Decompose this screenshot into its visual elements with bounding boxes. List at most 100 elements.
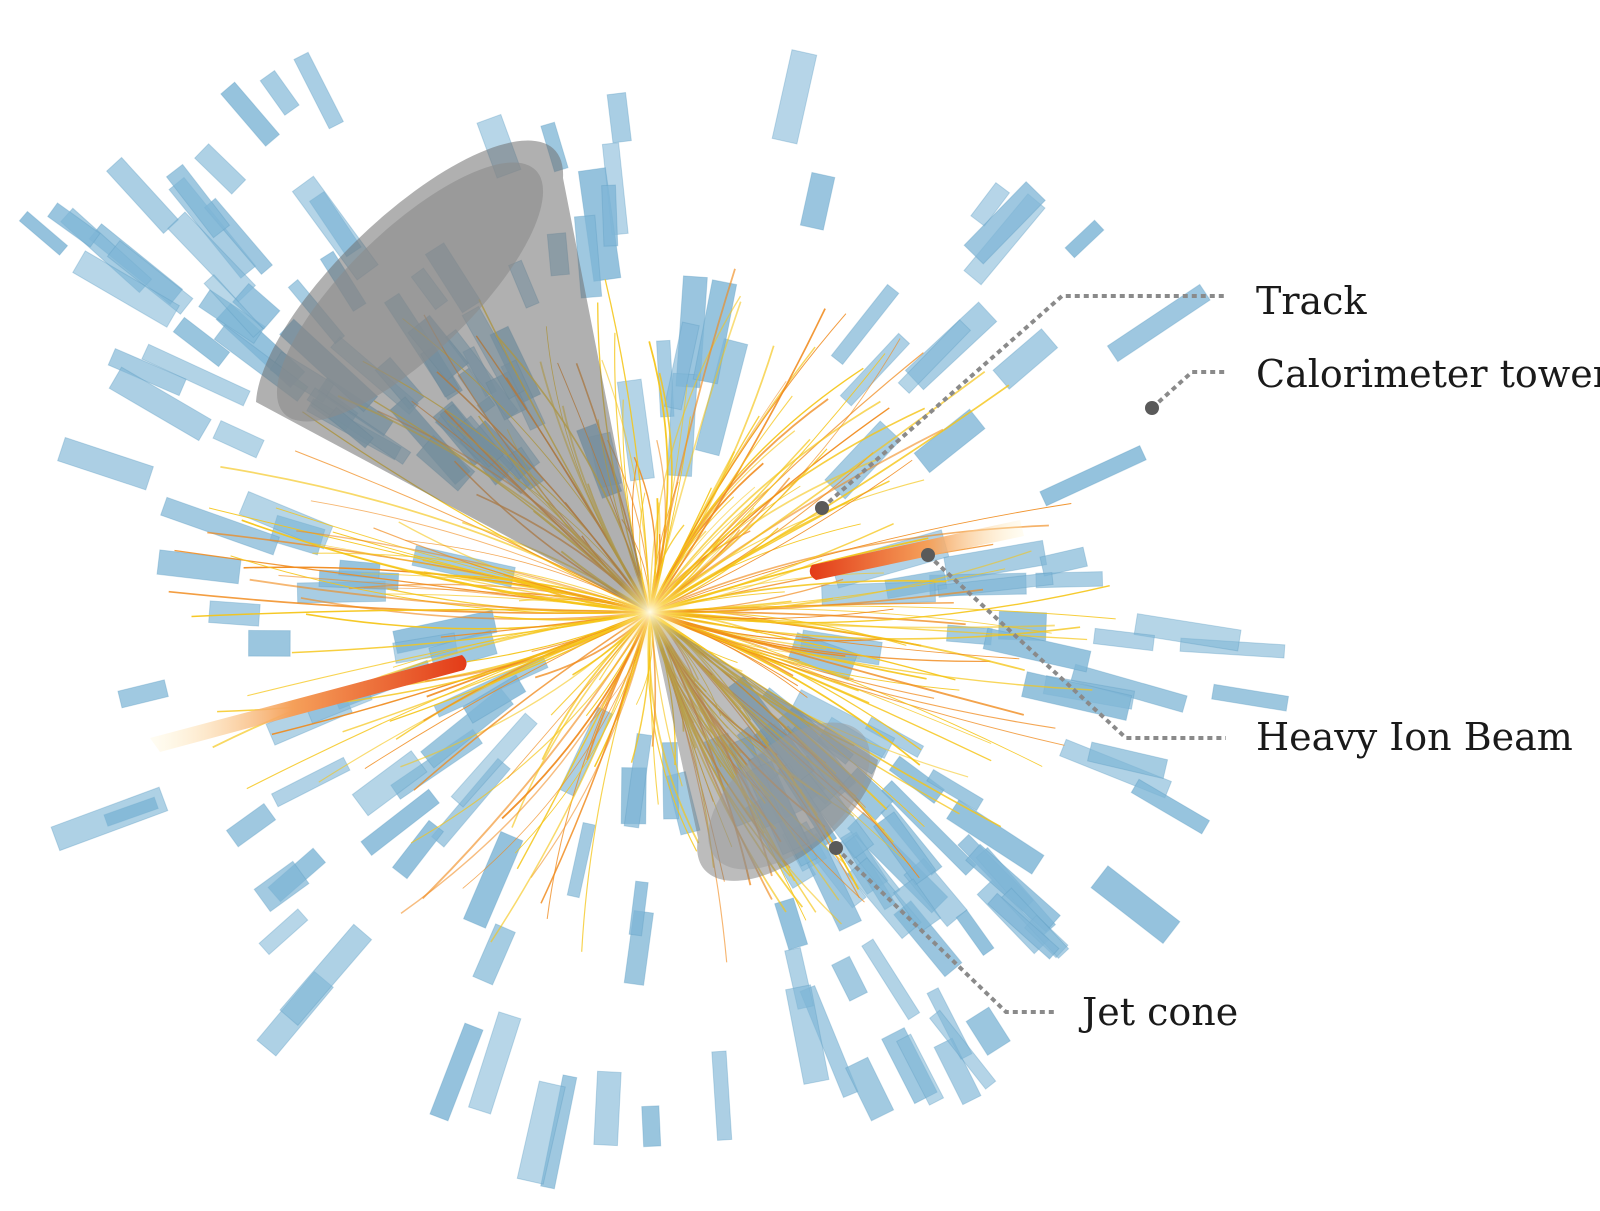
- particle-track-line: [249, 578, 651, 613]
- calorimeter-tower-block: [963, 181, 1046, 265]
- particle-track-line: [410, 611, 651, 844]
- calorimeter-tower-block: [212, 419, 265, 459]
- calorimeter-tower-block: [799, 171, 836, 231]
- heavy-ion-beam-annotation: Heavy Ion Beam: [921, 548, 1573, 759]
- calorimeter-tower-block: [566, 821, 596, 899]
- calorimeter-tower-block: [1211, 683, 1290, 712]
- calorimeter-tower-block: [861, 938, 921, 1021]
- calorimeter-tower-block: [1039, 546, 1089, 577]
- calorimeter-tower-annotation: Calorimeter tower: [1145, 352, 1600, 415]
- particle-track-line: [490, 611, 651, 943]
- calorimeter-tower-block: [203, 273, 264, 339]
- calorimeter-tower-block: [50, 786, 169, 852]
- jet-cone-label: Jet cone: [1078, 990, 1238, 1034]
- calorimeter-tower-block: [945, 799, 1045, 875]
- calorimeter-tower-block: [943, 539, 1048, 583]
- calorimeter-tower-block: [360, 788, 440, 857]
- particle-track-line: [649, 338, 901, 613]
- calorimeter-tower-block: [238, 490, 334, 550]
- calorimeter-tower-block: [593, 1070, 622, 1147]
- calorimeter-tower-block: [895, 1033, 945, 1106]
- calorimeter-tower-block: [253, 860, 310, 913]
- calorimeter-tower-block: [105, 156, 180, 235]
- calorimeter-tower-block: [1039, 445, 1147, 507]
- calorimeter-tower-block: [450, 712, 538, 808]
- track-label: Track: [1256, 279, 1367, 323]
- jet-cone-annotation: Jet cone: [829, 841, 1238, 1034]
- calorimeter-tower-block: [462, 830, 524, 929]
- calorimeter-tower-block: [872, 811, 937, 886]
- calorimeter-tower-block: [220, 81, 281, 147]
- calorimeter-tower-block: [47, 202, 101, 248]
- calorimeter-tower-block: [165, 163, 231, 239]
- calorimeter-tower-pointer-dot: [1145, 401, 1159, 415]
- calorimeter-tower-block: [156, 549, 242, 585]
- calorimeter-tower-block: [970, 181, 1011, 227]
- track-annotation: Track: [815, 279, 1367, 515]
- calorimeter-tower-block: [293, 51, 345, 130]
- calorimeter-tower-block: [771, 49, 818, 145]
- calorimeter-tower-block: [1130, 778, 1211, 835]
- calorimeter-tower-block: [831, 955, 869, 1002]
- particle-track-line: [291, 611, 651, 654]
- track-pointer-dot: [815, 501, 829, 515]
- calorimeter-tower-block: [601, 184, 619, 247]
- calorimeter-tower-block: [430, 757, 511, 848]
- particle-track-line: [649, 345, 775, 613]
- particle-track-line: [649, 611, 1056, 729]
- calorimeter-tower-block: [429, 1022, 484, 1122]
- calorimeter-tower-block: [117, 679, 169, 709]
- particle-track-line: [649, 611, 921, 766]
- heavy-ion-beams: [150, 520, 1024, 752]
- calorimeter-tower-block: [1092, 627, 1156, 652]
- calorimeter-tower-block: [933, 1037, 982, 1106]
- calorimeter-tower-block: [955, 909, 995, 957]
- particle-track-line: [462, 611, 651, 889]
- particle-track-line: [296, 530, 651, 613]
- calorimeter-tower-block: [847, 857, 922, 940]
- beam-right: [809, 520, 1024, 580]
- particle-track-line: [649, 301, 742, 613]
- particle-track-line: [649, 268, 736, 613]
- jet-cone-leader-line: [834, 846, 1056, 1014]
- particle-track-line: [649, 611, 1002, 828]
- particle-track-line: [649, 611, 1025, 672]
- jet-cone-lower: [650, 615, 878, 881]
- calorimeter-tower-block: [663, 321, 700, 411]
- calorimeter-tower-block: [992, 328, 1059, 390]
- calorimeter-tower-block: [897, 319, 972, 395]
- heavy-ion-beam-pointer-dot: [921, 548, 935, 562]
- calorimeter-tower-block: [711, 1050, 733, 1141]
- calorimeter-tower-block: [774, 897, 809, 951]
- calorimeter-tower-block: [141, 343, 251, 407]
- calorimeter-tower-block: [987, 892, 1060, 960]
- particle-track-line: [649, 503, 1072, 613]
- jet-cone-pointer-dot: [829, 841, 843, 855]
- calorimeter-tower-block: [844, 1056, 895, 1122]
- particle-track-line: [604, 279, 651, 613]
- calorimeter-tower-block: [72, 250, 181, 328]
- calorimeter-tower-block: [1021, 671, 1133, 722]
- calorimeter-tower-block: [830, 283, 900, 366]
- calorimeter-tower-block: [628, 880, 649, 937]
- calorimeter-tower-block: [472, 923, 516, 986]
- calorimeter-tower-block: [194, 143, 247, 195]
- calorimeter-tower-block: [982, 627, 1092, 673]
- calorimeter-tower-block: [1064, 219, 1105, 259]
- particle-track-line: [649, 611, 1043, 767]
- calorimeter-tower-block: [462, 674, 527, 724]
- calorimeter-tower-block: [56, 436, 155, 491]
- calorimeter-tower-block: [623, 732, 653, 829]
- calorimeter-tower-block: [516, 1080, 566, 1185]
- calorimeter-tower-block: [1106, 283, 1211, 363]
- calorimeter-tower-block: [108, 366, 212, 442]
- calorimeter-tower-block: [391, 819, 445, 880]
- particle-track-line: [649, 295, 742, 613]
- calorimeter-tower-block: [258, 908, 309, 956]
- calorimeter-tower-block: [259, 69, 300, 116]
- particle-track-line: [310, 500, 651, 613]
- heavy-ion-beam-leader-line: [926, 553, 1226, 740]
- calorimeter-tower-block: [270, 756, 351, 808]
- calorimeter-tower-block: [926, 768, 984, 812]
